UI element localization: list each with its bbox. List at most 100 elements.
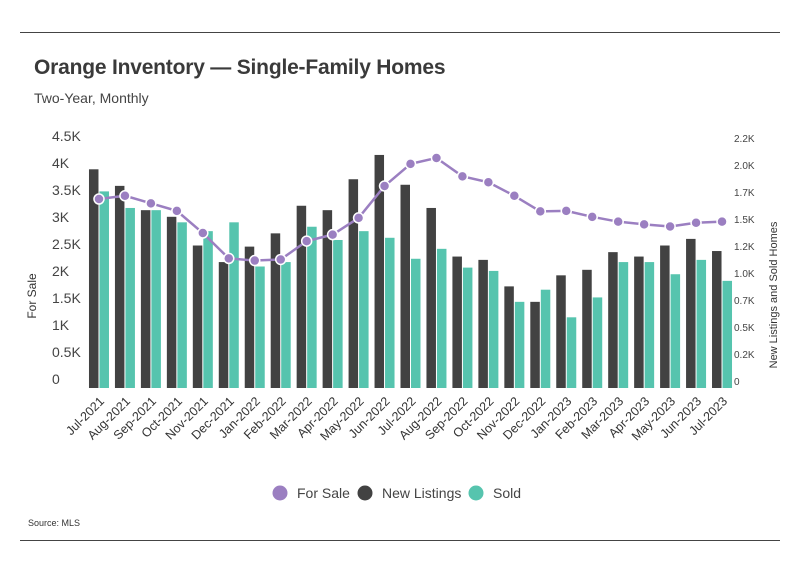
bar-new-listings (296, 205, 307, 388)
bar-sold (203, 231, 213, 388)
y-left-tick-label: 4.5K (52, 128, 81, 144)
top-rule (20, 32, 780, 33)
bar-sold (592, 297, 603, 388)
legend-label: For Sale (297, 485, 350, 501)
bar-new-listings (426, 207, 436, 388)
bar-new-listings (270, 233, 281, 388)
bar-sold (670, 274, 681, 388)
point-for-sale (664, 220, 676, 233)
bar-new-listings (114, 185, 125, 388)
bar-sold (644, 262, 655, 388)
y-right-tick-label: 2.2K (734, 134, 755, 145)
bar-new-listings (244, 246, 255, 388)
point-for-sale (197, 227, 209, 239)
bar-sold (696, 259, 707, 388)
point-for-sale (482, 176, 495, 189)
bar-sold (359, 231, 369, 388)
point-for-sale (560, 205, 573, 217)
legend-marker (468, 485, 484, 501)
point-for-sale (638, 218, 650, 231)
point-for-sale (145, 197, 157, 210)
y-left-tick-label: 3.5K (52, 182, 81, 198)
bar-sold (177, 222, 187, 388)
bar-new-listings (218, 262, 229, 388)
point-for-sale (223, 252, 235, 265)
bar-sold (488, 270, 499, 388)
chart-subtitle: Two-Year, Monthly (34, 90, 149, 106)
bar-sold (307, 226, 317, 388)
y-left-tick-label: 2.5K (52, 236, 81, 252)
point-for-sale (300, 235, 313, 247)
point-for-sale (716, 215, 728, 228)
bar-sold (255, 266, 265, 388)
y-left-tick-label: 2K (52, 263, 70, 279)
bar-new-listings (192, 245, 203, 388)
bar-new-listings (582, 269, 592, 388)
y-right-tick-label: 0.2K (734, 350, 755, 361)
point-for-sale (690, 217, 702, 229)
point-for-sale (171, 205, 183, 217)
bar-new-listings (400, 184, 410, 388)
bar-new-listings (140, 210, 151, 388)
point-for-sale (352, 212, 365, 224)
point-for-sale (612, 215, 624, 228)
bar-new-listings (374, 154, 385, 388)
y-right-tick-label: 0.5K (734, 323, 755, 334)
bar-new-listings (712, 251, 722, 388)
bar-new-listings (322, 210, 333, 388)
bar-sold (385, 237, 395, 388)
bar-new-listings (452, 256, 462, 388)
point-for-sale (378, 180, 391, 192)
y-right-tick-label: 0 (734, 377, 740, 388)
bar-sold (566, 317, 577, 388)
y-left-tick-label: 1.5K (52, 290, 81, 306)
bar-sold (229, 222, 239, 388)
point-for-sale (274, 253, 287, 266)
legend-marker (357, 485, 373, 501)
y-left-axis-title: For Sale (25, 273, 39, 319)
point-for-sale (456, 170, 469, 183)
source-note: Source: MLS (28, 518, 81, 528)
bar-sold (125, 207, 135, 388)
line-for-sale (98, 156, 723, 262)
bar-new-listings (88, 169, 99, 388)
bottom-rule (20, 540, 780, 541)
legend-label: New Listings (382, 485, 461, 501)
bar-sold (333, 239, 343, 388)
point-for-sale (430, 152, 443, 164)
y-left-tick-label: 3K (52, 209, 70, 225)
bar-sold (436, 248, 447, 388)
bar-sold (281, 262, 291, 388)
bar-sold (722, 280, 733, 388)
y-right-tick-label: 2.0K (734, 161, 755, 172)
point-for-sale (508, 190, 521, 202)
bar-new-listings (608, 252, 618, 388)
y-right-tick-label: 1.7K (734, 188, 755, 199)
y-right-tick-label: 0.7K (734, 296, 755, 307)
bar-new-listings (348, 179, 359, 388)
bar-sold (618, 262, 629, 388)
legend-label: Sold (493, 485, 521, 501)
point-for-sale (534, 205, 547, 218)
point-for-sale (586, 211, 598, 223)
y-left-tick-label: 4K (52, 155, 70, 171)
y-right-tick-label: 1.2K (734, 242, 755, 253)
bar-new-listings (634, 256, 644, 388)
point-for-sale (404, 158, 417, 170)
y-right-tick-label: 1.0K (734, 269, 755, 280)
bar-new-listings (686, 238, 696, 388)
bar-new-listings (660, 245, 670, 388)
bar-new-listings (530, 301, 540, 388)
point-for-sale (93, 193, 105, 205)
y-right-tick-label: 1.5K (734, 215, 755, 226)
bar-sold (540, 289, 551, 388)
bar-sold (151, 210, 161, 388)
point-for-sale (326, 228, 339, 241)
bar-sold (514, 301, 525, 388)
bar-sold (462, 267, 473, 388)
bar-new-listings (166, 216, 177, 388)
point-for-sale (248, 254, 261, 267)
y-right-axis-title: New Listings and Sold Homes (768, 221, 780, 368)
bar-sold (99, 191, 109, 388)
